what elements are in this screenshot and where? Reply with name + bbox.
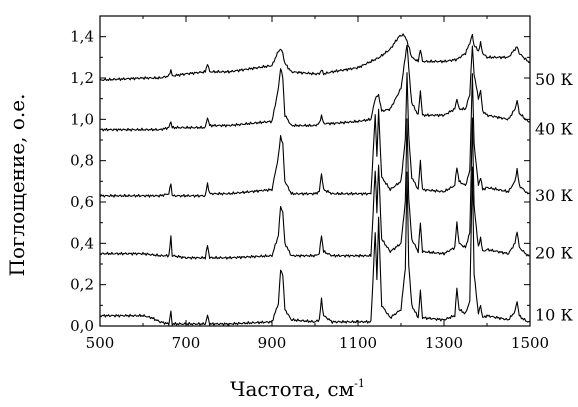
spectrum-line	[99, 72, 531, 198]
series-label: 10 К	[535, 306, 573, 325]
spectrum-line	[99, 166, 531, 326]
spectrum-line	[99, 44, 531, 132]
y-tick-label: 0,4	[70, 234, 94, 252]
x-axis: 500 700 900 1100 1300 1500	[86, 16, 549, 352]
x-tick-label: 1100	[339, 334, 377, 352]
y-tick-label: 1,0	[70, 110, 94, 128]
spectrum-line	[99, 33, 531, 82]
series-label: 20 К	[535, 244, 573, 263]
spectrum-line	[99, 117, 531, 260]
y-tick-label: 0,2	[70, 276, 94, 294]
series-label: 40 К	[535, 120, 573, 139]
plot-frame	[99, 15, 531, 327]
x-tick-label: 1500	[511, 334, 549, 352]
x-axis-title: Частота, см-1	[230, 377, 365, 401]
y-tick-label: 0,8	[70, 152, 94, 170]
plot-area	[99, 15, 531, 327]
y-axis-title: Поглощение, о.е.	[5, 94, 29, 277]
y-tick-label: 1,2	[70, 69, 94, 87]
x-tick-label: 500	[86, 334, 115, 352]
series-labels: 10 К 20 К 30 К 40 К 50 К	[535, 70, 573, 325]
y-axis: 0,0 0,2 0,4 0,6 0,8 1,0 1,2 1,4	[70, 15, 530, 335]
series-label: 50 К	[535, 70, 573, 89]
x-axis-title-main: Частота, см	[230, 377, 354, 401]
y-tick-label: 0,6	[70, 193, 94, 211]
x-tick-label: 1300	[425, 334, 463, 352]
x-axis-title-superscript: -1	[354, 377, 365, 390]
x-tick-label: 900	[258, 334, 287, 352]
y-tick-label: 0,0	[70, 317, 94, 335]
y-tick-label: 1,4	[70, 28, 94, 46]
x-tick-label: 700	[172, 334, 201, 352]
series-label: 30 К	[535, 186, 573, 205]
